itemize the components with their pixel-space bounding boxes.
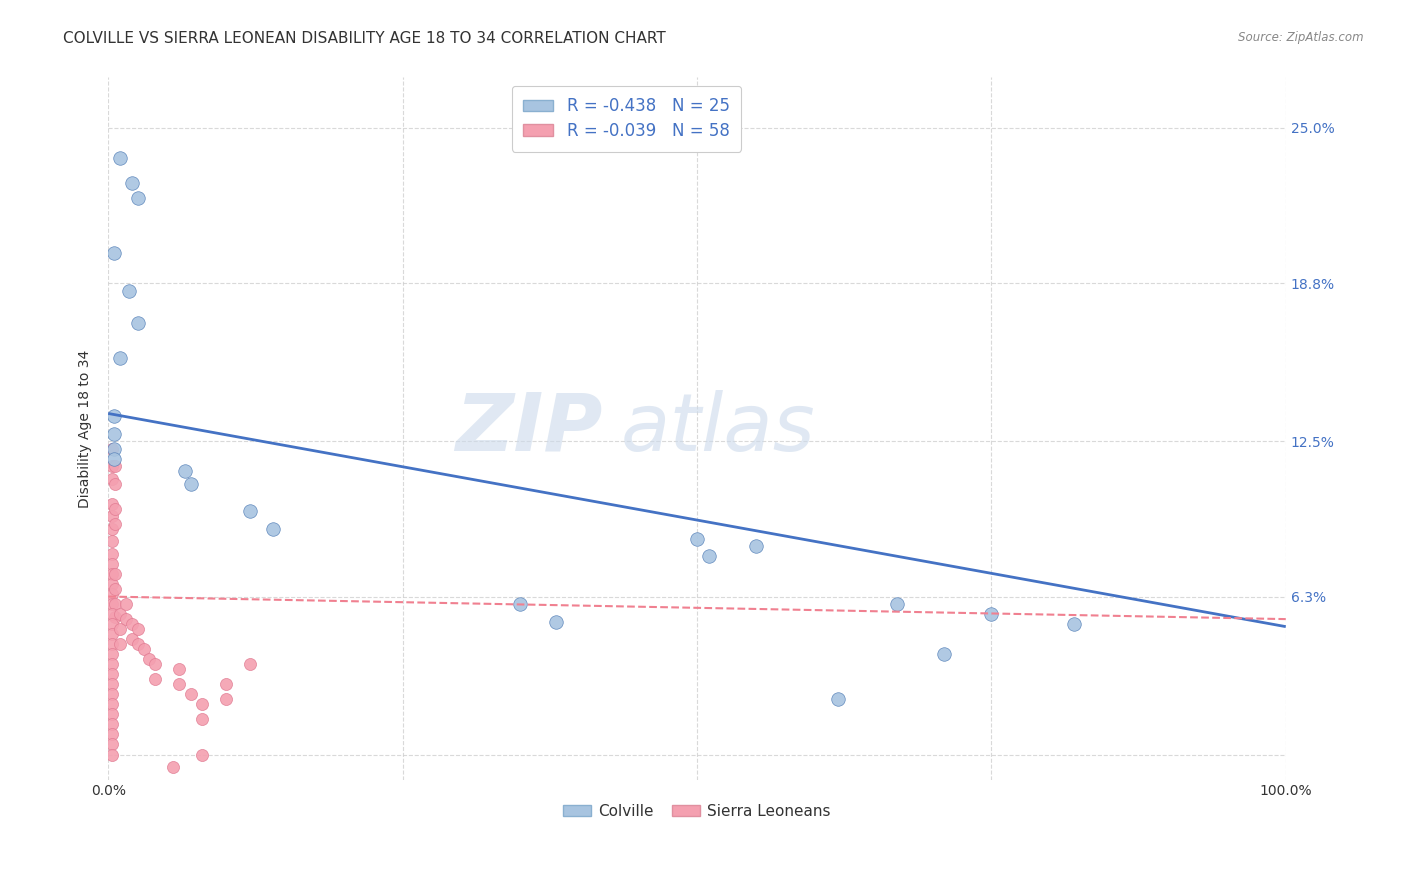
Text: atlas: atlas: [620, 390, 815, 467]
Point: [104, 597, 127, 611]
Point: [191, 698, 214, 712]
Point: [191, 747, 214, 762]
Point: [121, 176, 143, 190]
Point: [697, 549, 720, 564]
Point: [167, 662, 190, 676]
Point: [100, 522, 122, 536]
Point: [143, 673, 166, 687]
Point: [100, 577, 122, 591]
Point: [100, 637, 122, 651]
Point: [138, 652, 160, 666]
Point: [215, 677, 238, 691]
Point: [104, 516, 127, 531]
Point: [108, 637, 131, 651]
Point: [100, 566, 122, 581]
Point: [827, 692, 849, 706]
Point: [103, 409, 125, 423]
Point: [100, 509, 122, 524]
Point: [115, 597, 138, 611]
Point: [108, 607, 131, 621]
Point: [100, 627, 122, 641]
Point: [180, 687, 202, 701]
Point: [121, 617, 143, 632]
Point: [686, 532, 709, 546]
Point: [100, 607, 122, 621]
Point: [262, 522, 284, 536]
Point: [127, 316, 149, 330]
Text: COLVILLE VS SIERRA LEONEAN DISABILITY AGE 18 TO 34 CORRELATION CHART: COLVILLE VS SIERRA LEONEAN DISABILITY AG…: [63, 31, 666, 46]
Point: [121, 632, 143, 647]
Point: [215, 692, 238, 706]
Point: [104, 582, 127, 596]
Point: [132, 642, 155, 657]
Point: [108, 351, 131, 366]
Point: [191, 713, 214, 727]
Point: [100, 698, 122, 712]
Point: [100, 667, 122, 681]
Point: [100, 442, 122, 456]
Point: [100, 547, 122, 561]
Point: [108, 622, 131, 636]
Point: [180, 476, 202, 491]
Point: [100, 459, 122, 474]
Point: [100, 747, 122, 762]
Point: [100, 587, 122, 601]
Point: [980, 607, 1002, 621]
Text: ZIP: ZIP: [456, 390, 603, 467]
Point: [104, 609, 127, 624]
Point: [100, 727, 122, 741]
Y-axis label: Disability Age 18 to 34: Disability Age 18 to 34: [79, 350, 93, 508]
Point: [100, 657, 122, 672]
Point: [104, 501, 127, 516]
Point: [100, 717, 122, 731]
Point: [173, 464, 195, 478]
Point: [100, 497, 122, 511]
Point: [544, 615, 567, 629]
Point: [100, 617, 122, 632]
Point: [103, 426, 125, 441]
Point: [127, 637, 149, 651]
Point: [100, 738, 122, 752]
Point: [118, 284, 141, 298]
Point: [238, 504, 260, 518]
Point: [127, 622, 149, 636]
Point: [100, 687, 122, 701]
Point: [745, 540, 768, 554]
Point: [100, 557, 122, 571]
Point: [115, 612, 138, 626]
Point: [143, 657, 166, 672]
Point: [103, 246, 125, 260]
Point: [934, 647, 956, 661]
Point: [103, 451, 125, 466]
Point: [104, 566, 127, 581]
Legend: Colville, Sierra Leoneans: Colville, Sierra Leoneans: [557, 797, 837, 824]
Point: [167, 677, 190, 691]
Point: [100, 597, 122, 611]
Point: [238, 657, 260, 672]
Point: [127, 191, 149, 205]
Point: [100, 677, 122, 691]
Point: [103, 442, 125, 456]
Point: [108, 151, 131, 165]
Point: [886, 597, 908, 611]
Point: [104, 476, 127, 491]
Point: [100, 472, 122, 486]
Point: [100, 534, 122, 549]
Point: [1063, 617, 1085, 632]
Point: [104, 459, 127, 474]
Point: [100, 647, 122, 661]
Point: [100, 707, 122, 722]
Point: [162, 760, 184, 774]
Text: Source: ZipAtlas.com: Source: ZipAtlas.com: [1239, 31, 1364, 45]
Point: [509, 597, 531, 611]
